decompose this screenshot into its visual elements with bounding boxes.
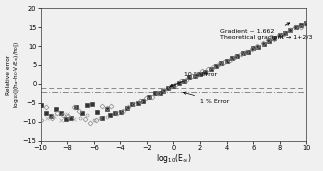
Text: 10 % Error: 10 % Error	[170, 72, 217, 87]
X-axis label: log$_{10}$(E$_{\infty}$): log$_{10}$(E$_{\infty}$)	[156, 152, 191, 166]
Y-axis label: Relative error
log$_{10}$(|(h$_a$-h$_0$·V$_f$E$_{\infty}$)/h$_0$|): Relative error log$_{10}$(|(h$_a$-h$_0$·…	[5, 41, 21, 108]
Text: Gradient ~ 1.662
Theoretical gradient → 1+2/3: Gradient ~ 1.662 Theoretical gradient → …	[220, 23, 312, 40]
Text: 1 % Error: 1 % Error	[183, 92, 229, 103]
